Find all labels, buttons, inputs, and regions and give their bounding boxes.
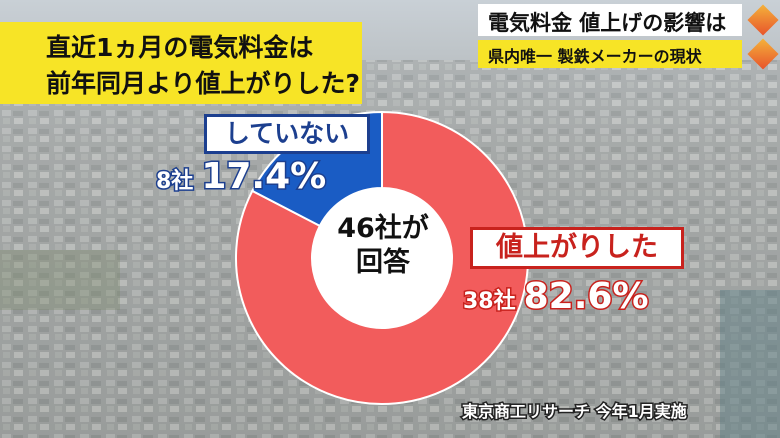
donut-hole [312, 188, 452, 328]
question-box: 直近1ヵ月の電気料金は 前年同月より値上がりした? [0, 22, 362, 104]
count-increased: 38社 [462, 288, 518, 316]
source-caption: 東京商工リサーチ 今年1月実施 [461, 401, 689, 423]
center-label: 46社が 回答 [313, 212, 453, 280]
headline-banner: 電気料金 値上げの影響は [478, 4, 742, 36]
question-line-1: 直近1ヵ月の電気料金は [46, 33, 314, 62]
subhead-banner: 県内唯一 製鉄メーカーの現状 [478, 40, 742, 68]
center-line-1: 46社が [337, 213, 429, 244]
slice-label-increased: 値上がりした [470, 227, 684, 269]
slice-label-not-increased: していない [204, 114, 370, 154]
percent-increased: 82.6% [522, 275, 650, 319]
percent-not-increased: 17.4% [200, 155, 328, 199]
question-line-2: 前年同月より値上がりした? [46, 69, 361, 98]
stat-increased: 38社 82.6% [462, 275, 651, 319]
center-line-2: 回答 [356, 247, 410, 278]
stat-not-increased: 8社 17.4% [154, 155, 328, 199]
count-not-increased: 8社 [154, 168, 194, 196]
